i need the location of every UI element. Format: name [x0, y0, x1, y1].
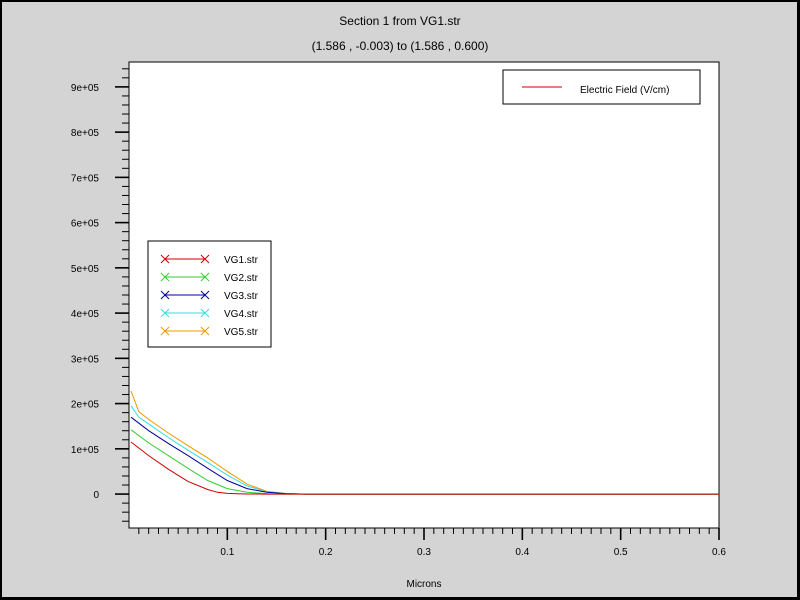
y-tick-label: 5e+05	[71, 264, 100, 275]
legend-marker	[200, 272, 210, 282]
y-axis: 0 1e+05 2e+05 3e+05 4e+05 5e+05 6e+05 7e+05 8e+0…	[71, 68, 129, 522]
series-lines	[130, 390, 719, 495]
x-tick-label: 0.4	[515, 547, 529, 558]
x-axis: 0.1 0.2 0.3 0.4 0.5 0.6	[138, 528, 726, 558]
x-tick-label: 0.3	[417, 547, 431, 558]
legend-marker	[200, 290, 210, 300]
x-tick-label: 0.1	[220, 547, 234, 558]
legend-label: VG3.str	[224, 291, 259, 302]
y-tick-label: 1e+05	[71, 445, 100, 456]
x-tick-label: 0.2	[319, 547, 333, 558]
legend-marker	[160, 326, 170, 336]
legend-label: VG1.str	[224, 255, 259, 266]
series-legend: VG1.str VG2.str VG3.str VG4.str VG5.str	[147, 240, 272, 348]
y-tick-label: 7e+05	[71, 173, 100, 184]
y-tick-label: 8e+05	[71, 128, 100, 139]
legend-marker	[160, 308, 170, 318]
x-tick-label: 0.6	[712, 547, 726, 558]
quantity-legend-label: Electric Field (V/cm)	[580, 85, 669, 96]
x-tick-label: 0.5	[614, 547, 628, 558]
chart-title: Section 1 from VG1.str	[339, 14, 461, 28]
y-tick-label: 2e+05	[71, 400, 100, 411]
x-axis-label: Microns	[406, 579, 441, 590]
legend-marker	[160, 272, 170, 282]
legend-label: VG2.str	[224, 273, 259, 284]
series-line	[130, 441, 719, 495]
y-tick-label: 4e+05	[71, 309, 100, 320]
legend-label: VG4.str	[224, 309, 259, 320]
legend-label: VG5.str	[224, 327, 259, 338]
y-tick-label: 6e+05	[71, 219, 100, 230]
y-tick-label: 0	[93, 490, 99, 501]
legend-marker	[200, 254, 210, 264]
legend-marker	[160, 254, 170, 264]
y-tick-label: 3e+05	[71, 354, 100, 365]
y-tick-label: 9e+05	[71, 83, 100, 94]
legend-marker	[200, 308, 210, 318]
legend-marker	[200, 326, 210, 336]
legend-marker	[160, 290, 170, 300]
chart-subtitle: (1.586 , -0.003) to (1.586 , 0.600)	[311, 39, 489, 53]
quantity-legend: Electric Field (V/cm)	[502, 69, 701, 105]
